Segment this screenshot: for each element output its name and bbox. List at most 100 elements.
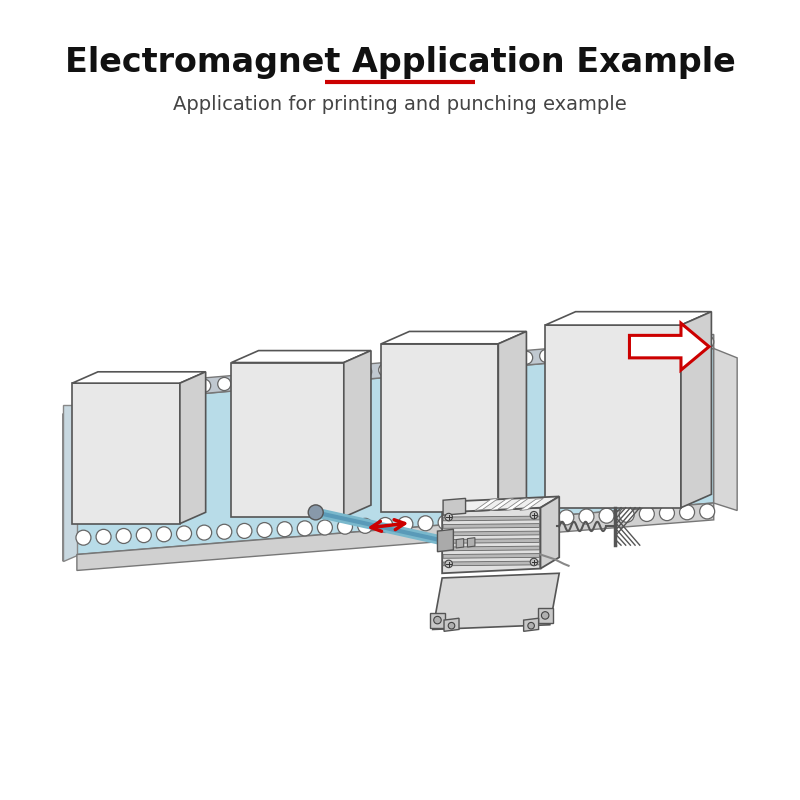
Circle shape <box>399 362 412 374</box>
Circle shape <box>560 348 573 361</box>
Polygon shape <box>72 383 180 524</box>
Circle shape <box>298 521 312 536</box>
Polygon shape <box>77 334 714 405</box>
Circle shape <box>177 526 191 541</box>
Circle shape <box>138 385 150 398</box>
Circle shape <box>238 376 251 389</box>
Polygon shape <box>498 331 526 512</box>
Circle shape <box>197 525 212 540</box>
Polygon shape <box>443 498 466 515</box>
Circle shape <box>358 365 372 378</box>
Circle shape <box>198 379 210 392</box>
Circle shape <box>679 505 694 520</box>
Circle shape <box>599 508 614 523</box>
Polygon shape <box>520 498 543 510</box>
Polygon shape <box>63 405 77 561</box>
Circle shape <box>298 370 311 383</box>
Circle shape <box>445 514 453 521</box>
Circle shape <box>178 381 190 394</box>
Circle shape <box>158 382 170 396</box>
Polygon shape <box>541 497 559 569</box>
Polygon shape <box>433 574 559 630</box>
Circle shape <box>701 335 714 349</box>
Circle shape <box>640 341 654 354</box>
Circle shape <box>338 367 351 380</box>
Polygon shape <box>231 350 371 362</box>
Circle shape <box>499 353 513 366</box>
Polygon shape <box>438 530 454 552</box>
Polygon shape <box>443 524 539 528</box>
Polygon shape <box>467 538 475 547</box>
Circle shape <box>445 560 453 568</box>
Circle shape <box>700 504 714 519</box>
Polygon shape <box>231 362 344 517</box>
Circle shape <box>338 519 353 534</box>
Polygon shape <box>505 498 528 510</box>
Circle shape <box>530 511 538 519</box>
Circle shape <box>418 516 433 530</box>
Circle shape <box>681 337 694 350</box>
Circle shape <box>257 522 272 538</box>
Circle shape <box>237 523 252 538</box>
Circle shape <box>117 386 130 399</box>
Text: Application for printing and punching example: Application for printing and punching ex… <box>173 95 627 114</box>
Circle shape <box>542 612 549 619</box>
Circle shape <box>136 528 151 542</box>
Circle shape <box>579 509 594 524</box>
Polygon shape <box>382 344 498 512</box>
Circle shape <box>218 378 231 390</box>
Circle shape <box>438 515 453 530</box>
Polygon shape <box>443 538 539 543</box>
Polygon shape <box>456 538 464 548</box>
Circle shape <box>278 372 291 386</box>
Polygon shape <box>545 312 711 325</box>
Polygon shape <box>443 554 539 558</box>
Polygon shape <box>77 349 714 554</box>
Polygon shape <box>63 405 77 561</box>
Polygon shape <box>180 372 206 524</box>
Circle shape <box>308 505 323 520</box>
Circle shape <box>530 558 538 566</box>
Polygon shape <box>538 608 553 623</box>
Polygon shape <box>382 331 526 344</box>
Polygon shape <box>443 516 539 521</box>
Circle shape <box>277 522 292 537</box>
Polygon shape <box>475 498 498 510</box>
Polygon shape <box>443 546 539 550</box>
Polygon shape <box>442 508 541 574</box>
Circle shape <box>559 510 574 525</box>
Circle shape <box>580 346 593 359</box>
Circle shape <box>479 354 493 368</box>
Polygon shape <box>77 503 714 570</box>
Polygon shape <box>430 613 445 627</box>
Polygon shape <box>72 372 206 383</box>
Polygon shape <box>630 323 709 370</box>
Circle shape <box>478 514 494 528</box>
Circle shape <box>157 526 171 542</box>
Circle shape <box>538 510 554 526</box>
Circle shape <box>217 524 232 539</box>
Polygon shape <box>344 350 371 517</box>
Polygon shape <box>490 498 514 510</box>
Polygon shape <box>681 312 711 508</box>
Circle shape <box>660 339 674 352</box>
Polygon shape <box>443 561 539 566</box>
Circle shape <box>659 506 674 521</box>
Circle shape <box>458 514 474 529</box>
Polygon shape <box>714 349 737 510</box>
Circle shape <box>459 357 472 370</box>
Polygon shape <box>444 618 459 631</box>
Circle shape <box>439 358 452 371</box>
Circle shape <box>378 518 393 533</box>
Polygon shape <box>545 325 681 508</box>
Circle shape <box>528 622 534 629</box>
Circle shape <box>318 369 331 382</box>
Circle shape <box>600 344 613 358</box>
Circle shape <box>498 513 514 527</box>
Circle shape <box>97 388 110 401</box>
Circle shape <box>77 390 90 403</box>
Circle shape <box>518 511 534 526</box>
Circle shape <box>76 530 91 545</box>
Circle shape <box>398 517 413 532</box>
Circle shape <box>448 622 454 629</box>
